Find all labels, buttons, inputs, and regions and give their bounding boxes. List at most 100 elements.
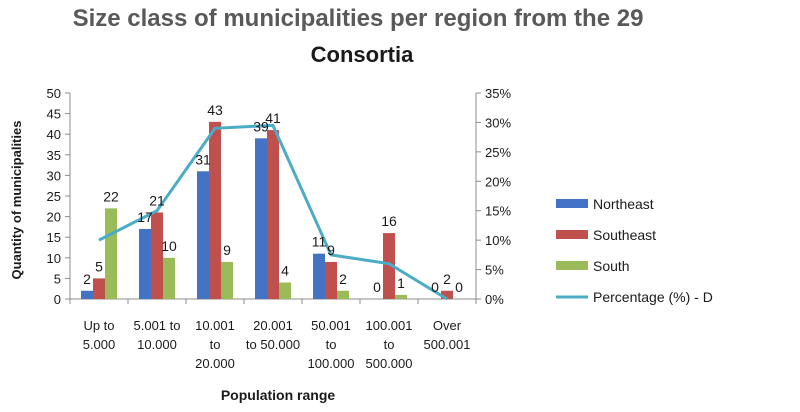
y-tick-label: 40 — [47, 127, 61, 142]
bar-southeast — [93, 278, 105, 299]
legend-label-percentage: Percentage (%) - D — [593, 289, 713, 305]
y-tick-label: 25 — [47, 189, 61, 204]
x-tick-label-line: 20.000 — [195, 356, 235, 371]
data-label-northeast: 11 — [312, 234, 327, 250]
data-label-south: 22 — [103, 188, 119, 204]
x-tick-label-line: to — [210, 337, 221, 352]
bar-northeast — [81, 290, 93, 299]
x-tick-label-line: 500.000 — [366, 356, 413, 371]
bar-northeast — [197, 171, 209, 299]
y2-tick-label: 5% — [485, 263, 504, 278]
line-percentage — [98, 123, 448, 301]
data-label-southeast: 16 — [381, 213, 397, 229]
y-tick-label: 20 — [47, 210, 61, 225]
legend-label-south: South — [593, 258, 630, 274]
x-tick-label: 10.001 to 20.000 — [195, 318, 235, 371]
bar-south — [105, 208, 117, 299]
y2-tick-label: 30% — [485, 115, 511, 130]
y-tick-label: 35 — [47, 148, 61, 163]
line-series-group — [98, 123, 448, 301]
x-tick-label-line: 10.001 — [195, 318, 235, 333]
legend-label-northeast: Northeast — [593, 196, 654, 212]
legend-label-southeast: Southeast — [593, 227, 656, 243]
y-tick-label: 10 — [47, 251, 61, 266]
data-label-southeast: 41 — [265, 110, 281, 126]
x-tick-label-line: to 50.000 — [246, 337, 300, 352]
x-tick-label-line: Over — [433, 318, 462, 333]
x-tick-label-line: 5.001 to — [134, 318, 181, 333]
y2-tick-label: 35% — [485, 86, 511, 101]
data-label-northeast: 0 — [431, 279, 439, 295]
x-axis-label: Population range — [221, 387, 336, 403]
x-tick-label-line: 100.000 — [308, 356, 355, 371]
data-label-southeast: 21 — [149, 192, 165, 208]
data-label-northeast: 2 — [83, 271, 91, 287]
data-label-northeast: 31 — [195, 151, 211, 167]
bar-south — [337, 290, 349, 299]
bars-group — [81, 121, 453, 299]
bar-northeast — [255, 138, 267, 299]
bar-southeast — [267, 130, 279, 299]
x-tick-label-line: 10.000 — [137, 337, 177, 352]
y2-tick-label: 20% — [485, 174, 511, 189]
x-tick-label: 20.001 to 50.000 — [246, 318, 300, 352]
data-label-south: 10 — [161, 238, 177, 254]
bar-northeast — [313, 253, 325, 299]
data-label-southeast: 43 — [207, 102, 223, 118]
x-tick-label-line: 50.001 — [311, 318, 351, 333]
bar-southeast — [325, 261, 337, 299]
bar-southeast — [383, 233, 395, 299]
chart-title-line2: Consortia — [311, 42, 414, 67]
bar-south — [221, 261, 233, 299]
data-label-northeast: 0 — [373, 279, 381, 295]
data-label-south: 9 — [223, 242, 231, 258]
x-tick-label-line: 20.001 — [253, 318, 293, 333]
data-label-northeast: 39 — [253, 118, 269, 134]
legend-swatch-northeast — [556, 199, 588, 208]
y-tick-label: 45 — [47, 107, 61, 122]
data-label-south: 4 — [281, 263, 289, 279]
y2-tick-label: 10% — [485, 233, 511, 248]
axes: 051015202530354045500%5%10%15%20%25%30%3… — [47, 86, 512, 371]
x-tick-label: 50.001 to 100.000 — [308, 318, 355, 371]
x-tick-label: Over 500.001 — [424, 318, 471, 352]
y-axis-label: Quantity of municipalities — [9, 121, 24, 280]
x-tick-label-line: to — [326, 337, 337, 352]
data-label-southeast: 2 — [443, 271, 451, 287]
y-tick-label: 30 — [47, 168, 61, 183]
legend: Northeast Southeast South Percentage (%) - … — [556, 196, 713, 305]
bar-south — [163, 257, 175, 299]
y-tick-label: 15 — [47, 230, 61, 245]
bar-south — [279, 282, 291, 299]
y-tick-label: 5 — [54, 271, 61, 286]
y2-tick-label: 0% — [485, 292, 504, 307]
legend-swatch-southeast — [556, 230, 588, 239]
data-label-southeast: 5 — [95, 258, 103, 274]
chart-title-line1: Size class of municipalities per region … — [73, 5, 644, 32]
legend-swatch-south — [556, 261, 588, 270]
y2-tick-label: 15% — [485, 204, 511, 219]
x-tick-label-line: 500.001 — [424, 337, 471, 352]
bar-southeast — [441, 290, 453, 299]
x-tick-label: 100.001 to 500.000 — [366, 318, 413, 371]
bar-northeast — [139, 228, 151, 299]
y-tick-label: 50 — [47, 86, 61, 101]
data-label-northeast: 17 — [137, 209, 153, 225]
bar-south — [395, 294, 407, 299]
x-tick-label-line: 5.000 — [83, 337, 116, 352]
x-tick-label-line: Up to — [83, 318, 114, 333]
bar-southeast — [209, 121, 221, 299]
bar-southeast — [151, 212, 163, 299]
x-tick-label: 5.001 to 10.000 — [134, 318, 181, 352]
x-tick-label-line: 100.001 — [366, 318, 413, 333]
data-label-south: 1 — [397, 275, 405, 291]
y-tick-label: 0 — [54, 292, 61, 307]
data-label-southeast: 9 — [327, 242, 335, 258]
data-label-south: 0 — [455, 279, 463, 295]
x-tick-label-line: to — [384, 337, 395, 352]
data-label-south: 2 — [339, 271, 347, 287]
y2-tick-label: 25% — [485, 145, 511, 160]
